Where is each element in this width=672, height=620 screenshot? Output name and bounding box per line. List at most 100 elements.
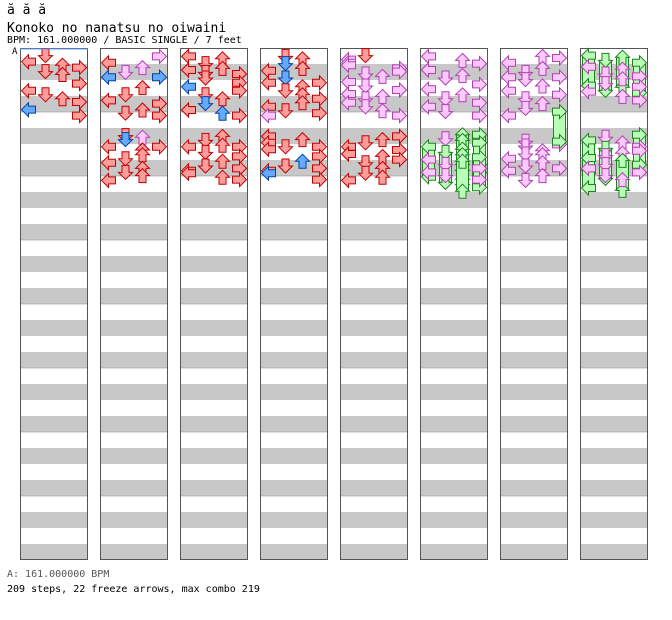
sixteenth-arrow-down <box>597 168 614 184</box>
eighth-arrow-down <box>277 70 294 86</box>
quarter-arrow-down <box>277 158 294 174</box>
beat-stripe <box>340 320 408 336</box>
beat-stripe <box>580 256 648 272</box>
sixteenth-arrow-up <box>534 60 551 76</box>
beat-stripe <box>420 416 488 432</box>
quarter-arrow-up <box>214 60 231 76</box>
beat-stripe <box>500 256 568 272</box>
quarter-arrow-up <box>134 102 151 118</box>
beat-stripe <box>180 96 248 112</box>
sixteenth-arrow-left <box>260 107 276 124</box>
freeze-arrow-up <box>614 152 631 168</box>
sixteenth-arrow-up <box>454 67 471 84</box>
quarter-arrow-left <box>180 101 196 119</box>
quarter-arrow-up <box>294 95 311 111</box>
eighth-arrow-up <box>214 105 231 121</box>
sixteenth-arrow-left <box>500 162 516 180</box>
beat-stripe <box>260 480 328 496</box>
quarter-arrow-left <box>260 74 276 92</box>
beat-stripe <box>20 320 88 336</box>
beat-stripe <box>500 512 568 528</box>
sixteenth-arrow-left <box>420 61 436 79</box>
beat-stripe <box>500 384 568 400</box>
beat-stripe <box>180 128 248 144</box>
beat-stripe <box>100 544 168 560</box>
sixteenth-arrow-right <box>632 164 648 181</box>
beat-stripe <box>180 224 248 240</box>
sixteenth-arrow-right <box>552 68 568 86</box>
quarter-arrow-down <box>197 70 214 86</box>
sixteenth-arrow-right <box>632 92 648 109</box>
sixteenth-arrow-left <box>500 82 516 100</box>
sixteenth-arrow-down <box>437 70 454 86</box>
beat-stripe <box>500 352 568 368</box>
quarter-arrow-down <box>277 83 294 99</box>
sixteenth-arrow-down <box>437 104 454 120</box>
quarter-arrow-right <box>152 107 168 124</box>
beat-stripe <box>20 64 88 80</box>
beat-stripe <box>20 96 88 112</box>
quarter-arrow-down <box>277 103 294 119</box>
quarter-arrow-up <box>134 79 151 96</box>
beat-stripe <box>500 416 568 432</box>
sixteenth-arrow-right <box>632 142 648 160</box>
beat-stripe <box>340 384 408 400</box>
beat-stripe <box>500 480 568 496</box>
beat-stripe <box>420 512 488 528</box>
quarter-arrow-right <box>312 171 328 188</box>
beat-stripe <box>260 352 328 368</box>
quarter-arrow-down <box>277 139 294 155</box>
sixteenth-arrow-down <box>517 158 534 174</box>
sixteenth-arrow-up <box>614 171 631 188</box>
sixteenth-arrow-right <box>552 160 568 177</box>
beat-stripe <box>20 256 88 272</box>
beat-stripe <box>100 448 168 464</box>
beat-stripe <box>100 64 168 80</box>
quarter-arrow-up <box>134 167 151 184</box>
beat-stripe <box>580 448 648 464</box>
sixteenth-arrow-up <box>374 68 391 84</box>
beat-stripe <box>500 96 568 112</box>
sixteenth-arrow-right <box>392 63 408 80</box>
beat-stripe <box>580 320 648 336</box>
beat-stripe <box>580 192 648 208</box>
beat-stripe <box>260 128 328 144</box>
beat-stripe <box>580 128 648 144</box>
beat-stripe <box>100 480 168 496</box>
beat-stripe <box>100 96 168 112</box>
beat-stripe <box>500 448 568 464</box>
sixteenth-arrow-up <box>134 59 151 76</box>
sixteenth-arrow-left <box>420 98 436 116</box>
quarter-arrow-down <box>357 48 374 64</box>
beat-stripe <box>260 224 328 240</box>
beat-stripe <box>420 480 488 496</box>
beat-stripe <box>20 544 88 560</box>
beat-stripe <box>500 544 568 560</box>
sixteenth-arrow-left <box>420 164 436 181</box>
sixteenth-arrow-down <box>437 131 454 147</box>
beat-stripe <box>180 544 248 560</box>
beat-stripe <box>260 384 328 400</box>
quarter-arrow-left <box>340 172 356 189</box>
beat-stripe <box>260 64 328 80</box>
eighth-arrow-right <box>152 68 168 86</box>
freeze-arrow-right <box>552 103 568 120</box>
chart-meta: BPM: 161.000000 / BASIC SINGLE / 7 feet <box>7 35 242 46</box>
beat-stripe <box>100 160 168 176</box>
chart-column-8 <box>580 48 648 560</box>
sixteenth-arrow-left <box>500 54 516 72</box>
sixteenth-arrow-up <box>454 87 471 103</box>
beat-stripe <box>100 224 168 240</box>
sixteenth-arrow-down <box>357 99 374 115</box>
beat-stripe <box>260 544 328 560</box>
beat-stripe <box>340 416 408 432</box>
quarter-arrow-down <box>37 64 54 80</box>
quarter-arrow-left <box>100 54 116 72</box>
beat-stripe <box>100 416 168 432</box>
quarter-arrow-down <box>117 105 134 121</box>
beat-stripe <box>20 288 88 304</box>
quarter-arrow-down <box>357 135 374 151</box>
quarter-arrow-up <box>374 131 391 148</box>
sixteenth-arrow-up <box>614 71 631 87</box>
beat-stripe <box>180 320 248 336</box>
